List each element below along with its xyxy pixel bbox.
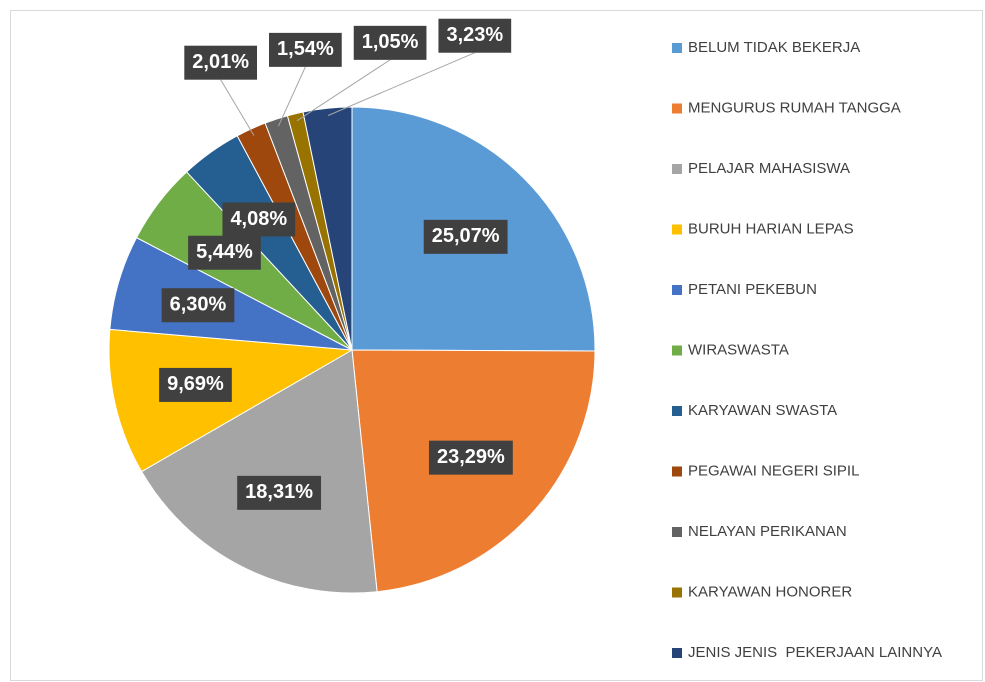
leader-line [327, 52, 476, 116]
data-labels: 25,07% 23,29% 18,31% 9,69% 6,30% 5,44% 4,08% 2,… [159, 18, 513, 510]
data-label: 18,31% [245, 481, 313, 503]
leader-line [278, 66, 306, 127]
leader-line [220, 79, 255, 136]
data-label: 4,08% [230, 208, 287, 230]
legend-label: NELAYAN PERIKANAN [688, 523, 847, 540]
legend-label: KARYAWAN HONORER [688, 583, 852, 600]
legend-label: JENIS JENIS PEKERJAAN LAINNYA [688, 644, 942, 661]
data-label: 1,54% [277, 38, 334, 60]
data-label: 5,44% [196, 241, 253, 263]
pie [108, 106, 596, 594]
chart-border [10, 10, 983, 681]
data-label: 25,07% [432, 225, 500, 247]
legend-swatch [672, 224, 682, 235]
legend-label: PELAJAR MAHASISWA [688, 160, 850, 177]
legend-label: BURUH HARIAN LEPAS [688, 220, 854, 237]
data-label-box [222, 202, 296, 237]
legend-label: BELUM TIDAK BEKERJA [688, 39, 860, 56]
legend-swatch [672, 406, 682, 416]
legend-label: WIRASWASTA [688, 341, 789, 358]
data-label-box [188, 235, 261, 270]
data-label-box [269, 32, 342, 67]
data-label-box [184, 45, 258, 80]
legend-swatch [672, 164, 682, 174]
legend-label: MENGURUS RUMAH TANGGA [688, 99, 901, 116]
data-label-box [423, 219, 508, 254]
legend-label: PETANI PEKEBUN [688, 281, 817, 298]
legend-swatch [672, 648, 682, 658]
pie-slice [302, 106, 353, 351]
legend-label: KARYAWAN SWASTA [688, 402, 837, 419]
legend-swatch [672, 466, 682, 477]
data-label: 23,29% [437, 446, 505, 468]
data-label: 6,30% [170, 294, 227, 316]
data-label-box [428, 440, 513, 475]
data-label: 2,01% [192, 51, 249, 73]
legend: BELUM TIDAK BEKERJA MENGURUS RUMAH TANGGA… [672, 39, 942, 661]
data-label: 3,23% [446, 24, 503, 46]
data-label: 1,05% [362, 31, 419, 53]
legend-swatch [672, 103, 682, 114]
data-label: 9,69% [167, 373, 224, 395]
legend-swatch [672, 345, 682, 356]
legend-label: PEGAWAI NEGERI SIPIL [688, 462, 859, 479]
data-label-box [161, 288, 235, 323]
data-label-box [438, 18, 512, 53]
legend-swatch [672, 527, 682, 537]
data-label-box [237, 475, 322, 510]
legend-swatch [672, 43, 682, 53]
data-label-box [159, 367, 232, 402]
pie-slice [140, 349, 378, 594]
legend-swatch [672, 285, 682, 295]
leader-line [296, 59, 391, 122]
data-label-box [353, 25, 427, 60]
legend-swatch [672, 587, 682, 598]
